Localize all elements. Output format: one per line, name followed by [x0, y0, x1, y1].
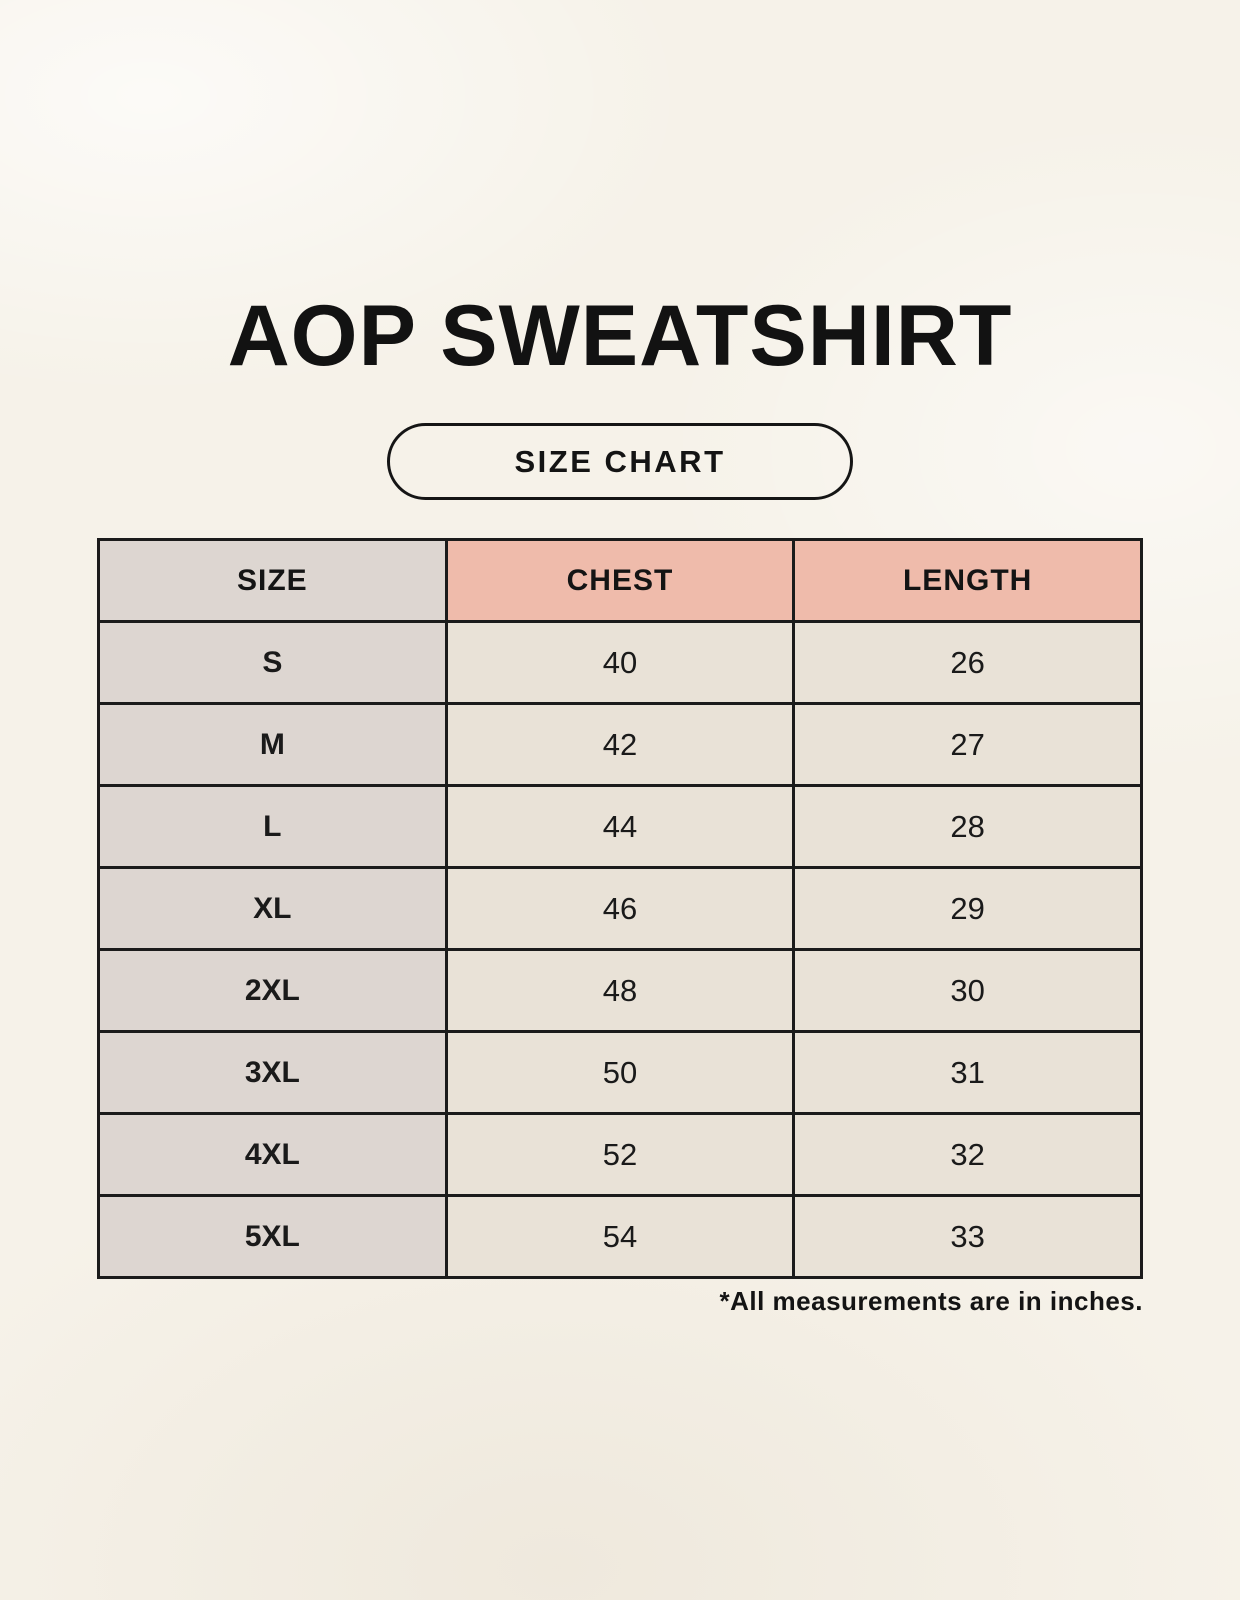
length-value: 32: [792, 1112, 1143, 1197]
table-row: XL 46 29: [97, 866, 1143, 951]
size-label: XL: [97, 866, 448, 951]
chest-value: 52: [444, 1112, 796, 1197]
chest-value: 44: [444, 784, 796, 869]
table-row: L 44 28: [97, 784, 1143, 869]
measurement-footnote: *All measurements are in inches.: [719, 1286, 1143, 1316]
length-value: 33: [792, 1194, 1143, 1279]
table-row: S 40 26: [97, 620, 1143, 705]
length-value: 30: [792, 948, 1143, 1033]
chest-value: 50: [444, 1030, 796, 1115]
length-value: 27: [792, 702, 1143, 787]
table-row: 3XL 50 31: [97, 1030, 1143, 1115]
column-header-chest: CHEST: [444, 538, 796, 623]
size-chart-table: SIZE CHEST LENGTH S 40 26 M 42 27 L 44 2…: [97, 538, 1143, 1279]
column-header-length: LENGTH: [792, 538, 1143, 623]
chest-value: 48: [444, 948, 796, 1033]
size-chart-badge: SIZE CHART: [387, 423, 853, 500]
size-label: 2XL: [97, 948, 448, 1033]
size-chart-badge-label: SIZE CHART: [514, 443, 726, 479]
chest-value: 40: [444, 620, 796, 705]
chest-value: 42: [444, 702, 796, 787]
length-value: 26: [792, 620, 1143, 705]
size-label: L: [97, 784, 448, 869]
table-row: 5XL 54 33: [97, 1194, 1143, 1279]
chest-value: 54: [444, 1194, 796, 1279]
column-header-size: SIZE: [97, 538, 448, 623]
size-label: 4XL: [97, 1112, 448, 1197]
page-title: AOP SWEATSHIRT: [227, 288, 1013, 384]
size-label: 3XL: [97, 1030, 448, 1115]
chest-value: 46: [444, 866, 796, 951]
table-row: 4XL 52 32: [97, 1112, 1143, 1197]
table-row: M 42 27: [97, 702, 1143, 787]
size-label: M: [97, 702, 448, 787]
length-value: 28: [792, 784, 1143, 869]
table-header-row: SIZE CHEST LENGTH: [97, 538, 1143, 623]
table-row: 2XL 48 30: [97, 948, 1143, 1033]
length-value: 29: [792, 866, 1143, 951]
size-label: 5XL: [97, 1194, 448, 1279]
length-value: 31: [792, 1030, 1143, 1115]
size-label: S: [97, 620, 448, 705]
